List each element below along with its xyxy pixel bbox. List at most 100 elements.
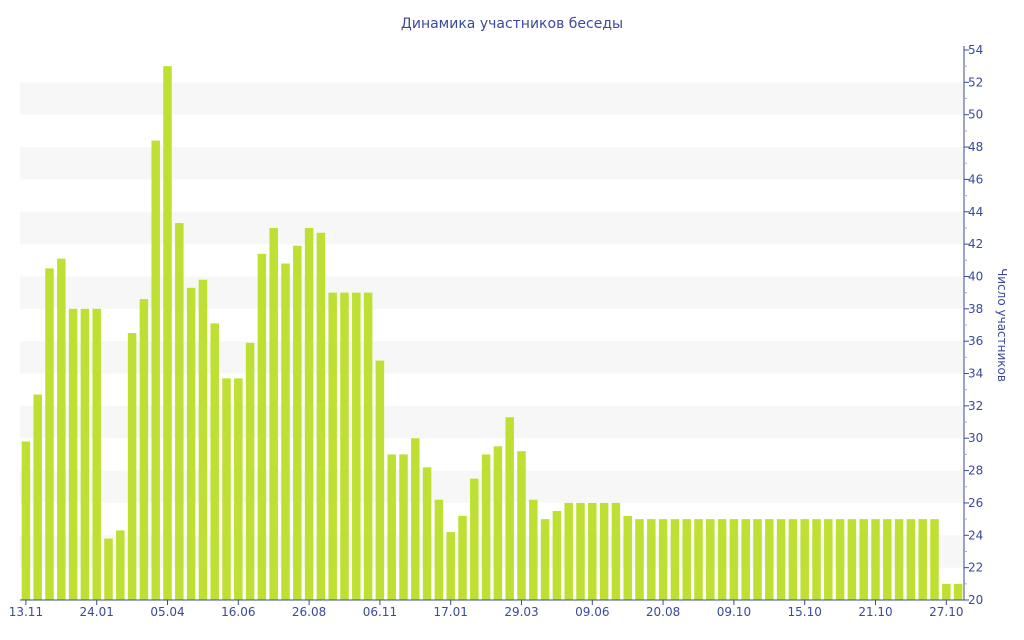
bar [942,583,951,600]
bar [540,519,550,600]
x-tick-label: 09.10 [717,605,751,619]
bar [706,519,715,600]
grid-band [20,341,964,374]
grid-band [20,211,964,245]
bar [363,292,373,600]
bar [352,292,361,600]
bar [682,519,691,600]
bar [611,502,621,600]
x-tick-label: 27.10 [929,605,963,619]
bar [316,232,326,600]
bar [481,454,491,600]
bar [116,530,125,600]
x-tick-label: 17.01 [434,605,468,619]
bar [399,454,408,600]
y-tick-label: 48 [968,140,983,154]
bar [33,394,42,600]
x-tick-label: 09.06 [575,605,609,619]
bar [340,292,349,600]
y-tick-label: 32 [968,399,983,413]
grid-band [20,470,964,503]
x-tick-label: 16.06 [221,605,255,619]
y-axis-ticks: 20 22 24 26 28 30 32 34 36 38 40 42 44 46 48 50 52 54 [964,43,983,607]
bar [765,519,774,600]
bar [411,438,420,600]
bar [68,308,78,600]
bar [269,227,278,601]
bar [930,519,939,600]
bar [186,287,196,600]
bar [753,519,762,600]
bar [564,502,573,600]
bar [824,519,833,600]
bar [894,519,904,600]
bar [493,446,503,600]
y-tick-label: 34 [968,367,983,381]
grid-band [20,276,964,309]
y-tick-label: 52 [968,75,983,89]
bar [918,519,927,600]
y-tick-label: 24 [968,528,983,542]
bars [21,66,963,601]
bar [812,519,821,600]
y-tick-label: 42 [968,237,983,251]
bar [80,308,90,600]
bar [139,299,149,600]
bar [776,519,786,600]
y-tick-label: 22 [968,561,983,575]
y-tick-label: 46 [968,172,983,186]
bar [163,66,172,601]
bar [623,515,632,600]
x-tick-label: 26.08 [292,605,326,619]
bar [635,519,644,600]
bar [198,279,208,600]
bar [647,519,656,600]
bar [847,519,857,600]
x-tick-label: 24.01 [80,605,114,619]
bar [599,502,609,600]
y-tick-label: 36 [968,334,983,348]
bar [21,441,31,600]
bar [729,519,739,600]
bar [717,519,727,600]
bar [505,417,514,600]
bar [92,308,101,600]
bar [552,511,562,600]
bar [906,519,916,600]
bar [588,502,597,600]
bar [741,519,750,600]
y-tick-label: 20 [968,593,983,607]
bar [422,467,432,600]
bar [45,268,54,600]
y-tick-label: 54 [968,43,983,57]
bar [151,140,160,600]
grid-bands [20,82,964,568]
bar [304,227,314,601]
bar [800,519,809,600]
y-tick-label: 38 [968,302,983,316]
bar [281,263,290,600]
bar [293,245,302,600]
y-axis-title: Число участников [995,268,1009,382]
y-tick-label: 40 [968,269,983,283]
x-tick-label: 13.11 [9,605,43,619]
bar [835,519,845,600]
bar [127,333,137,600]
bar [210,323,219,600]
x-tick-label: 21.10 [858,605,892,619]
grid-band [20,405,964,439]
bar [883,519,892,600]
bar [576,502,585,600]
x-tick-label: 29.03 [504,605,538,619]
bar [458,515,467,600]
grid-band [20,535,964,568]
x-tick-label: 05.04 [150,605,184,619]
bar [257,253,267,600]
bar [328,292,337,600]
x-axis-ticks: 13.11 24.01 05.04 16.06 26.08 06.11 17.01 29.03… [9,600,963,619]
bar [446,532,455,600]
grid-band [20,147,964,180]
bar [175,223,184,600]
x-tick-label: 20.08 [646,605,680,619]
